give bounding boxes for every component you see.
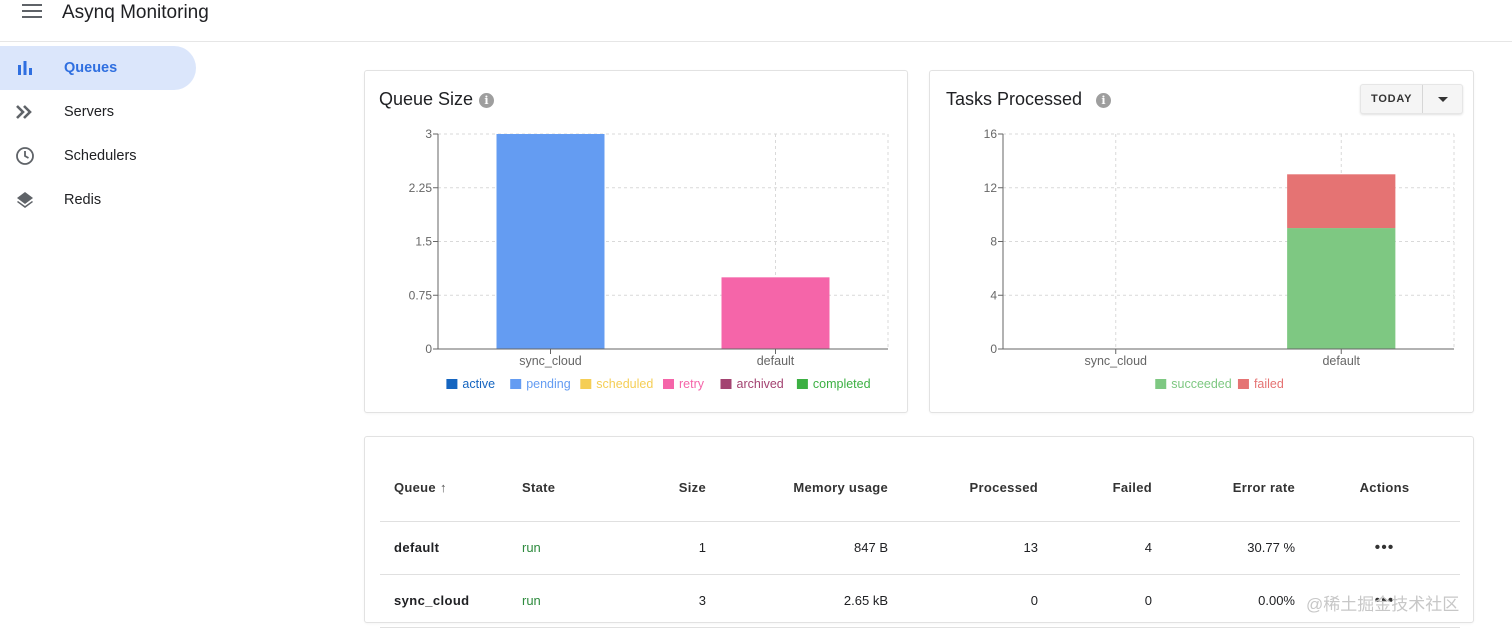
info-icon[interactable]: i [1096,93,1111,108]
legend-label-failed: failed [1254,377,1284,391]
bar-chart-icon [18,61,32,75]
actions-cell: ••• [1309,574,1460,628]
y-tick-label: 0 [425,342,432,356]
legend-swatch-succeeded [1155,379,1167,389]
app-bar: Asynq Monitoring [0,0,1512,42]
y-tick-label: 12 [984,181,998,195]
error-rate-cell: 0.00% [1166,574,1309,628]
legend-swatch-completed [796,379,808,389]
legend-swatch-scheduled [580,379,592,389]
sidebar-item-servers[interactable]: Servers [0,90,196,134]
legend-swatch-retry [663,379,674,389]
today-button[interactable]: TODAY [1371,93,1413,105]
error-rate-cell: 30.77 % [1166,521,1309,575]
state-cell: run [508,574,640,628]
y-tick-label: 0.75 [409,288,433,302]
more-horiz-icon[interactable]: ••• [1374,592,1395,609]
x-tick-label: default [1322,354,1360,368]
processed-cell: 0 [902,574,1052,628]
legend-swatch-failed [1237,379,1249,389]
column-header-actions: Actions [1309,455,1460,522]
app-title: Asynq Monitoring [62,2,209,23]
column-header-size[interactable]: Size [640,455,720,522]
sidebar: Queues Servers Schedulers Redis [0,46,200,222]
layers-icon [17,192,33,208]
tasks-processed-card: Tasks Processed i TODAY 0 4 8 12 16 sync_clou… [929,70,1474,413]
x-tick-label: sync_cloud [1084,354,1147,368]
queue-size-card: Queue Size i 0 0.75 1.5 2.25 3 sync_cloud defa… [364,70,908,413]
y-tick-label: 1.5 [415,235,432,249]
y-tick-label: 16 [984,127,998,141]
legend-swatch-archived [720,379,732,389]
sidebar-item-redis[interactable]: Redis [0,178,196,222]
failed-cell: 4 [1052,521,1166,575]
y-tick-label: 3 [425,127,432,141]
sidebar-item-schedulers[interactable]: Schedulers [0,134,196,178]
memory-cell: 2.65 kB [720,574,902,628]
clock-icon [16,147,34,165]
bar-pending [496,134,605,349]
queue-name-cell[interactable]: sync_cloud [380,574,508,628]
tasks-processed-title: Tasks Processed [946,89,1083,109]
table-row[interactable]: default run 1 847 B 13 4 30.77 % ••• [380,521,1460,575]
memory-cell: 847 B [720,521,902,575]
processed-cell: 13 [902,521,1052,575]
x-tick-label: default [757,354,795,368]
y-tick-label: 4 [990,288,997,302]
sidebar-item-queues[interactable]: Queues [0,46,196,90]
column-header-processed[interactable]: Processed [902,455,1052,522]
size-cell: 3 [640,574,720,628]
bar-retry [721,277,830,349]
info-icon[interactable]: i [479,93,494,108]
double-chevron-icon [16,105,32,119]
table-header-row: Queue ↑ State Size Memory usage Processed… [380,455,1460,522]
sidebar-item-label: Queues [64,60,118,76]
sidebar-item-label: Redis [64,192,102,208]
column-header-error-rate[interactable]: Error rate [1166,455,1309,522]
legend-swatch-active [446,379,458,389]
column-header-queue[interactable]: Queue ↑ [380,455,508,522]
legend-label-succeeded: succeeded [1171,377,1232,391]
sidebar-item-label: Schedulers [64,148,137,164]
caret-down-icon[interactable] [1422,85,1462,113]
legend-label-pending: pending [526,377,571,391]
table-row[interactable]: sync_cloud run 3 2.65 kB 0 0 0.00% ••• [380,574,1460,628]
failed-cell: 0 [1052,574,1166,628]
more-horiz-icon[interactable]: ••• [1374,539,1395,556]
state-cell: run [508,521,640,575]
legend-label-archived: archived [737,377,784,391]
column-header-memory[interactable]: Memory usage [720,455,902,522]
x-tick-label: sync_cloud [519,354,582,368]
sidebar-item-label: Servers [64,104,114,120]
legend-label-active: active [462,377,495,391]
queue-size-chart: 0 0.75 1.5 2.25 3 sync_cloud default active pend… [409,127,889,391]
queue-size-title: Queue Size [379,89,474,109]
y-tick-label: 8 [990,235,997,249]
queues-table-card: Queue ↑ State Size Memory usage Processed… [364,436,1474,628]
y-tick-label: 2.25 [409,181,433,195]
bar-succeeded [1287,228,1396,349]
size-cell: 1 [640,521,720,575]
actions-cell: ••• [1309,521,1460,575]
menu-icon[interactable] [22,4,42,20]
legend-swatch-pending [510,379,522,389]
date-range-select: TODAY [1360,84,1464,114]
column-header-failed[interactable]: Failed [1052,455,1166,522]
legend-label-retry: retry [679,377,705,391]
watermark: @稀土掘金技术社区 [1306,595,1460,614]
legend-label-completed: completed [813,377,871,391]
arrow-up-icon[interactable]: ↑ [439,480,447,496]
y-tick-label: 0 [990,342,997,356]
tasks-processed-chart: 0 4 8 12 16 sync_cloud default succeeded failed [984,127,1455,391]
bar-failed [1287,174,1396,229]
legend-label-scheduled: scheduled [596,377,653,391]
column-header-state[interactable]: State [508,455,640,522]
queue-name-cell[interactable]: default [380,521,508,575]
queues-table: Queue ↑ State Size Memory usage Processed… [380,455,1460,628]
